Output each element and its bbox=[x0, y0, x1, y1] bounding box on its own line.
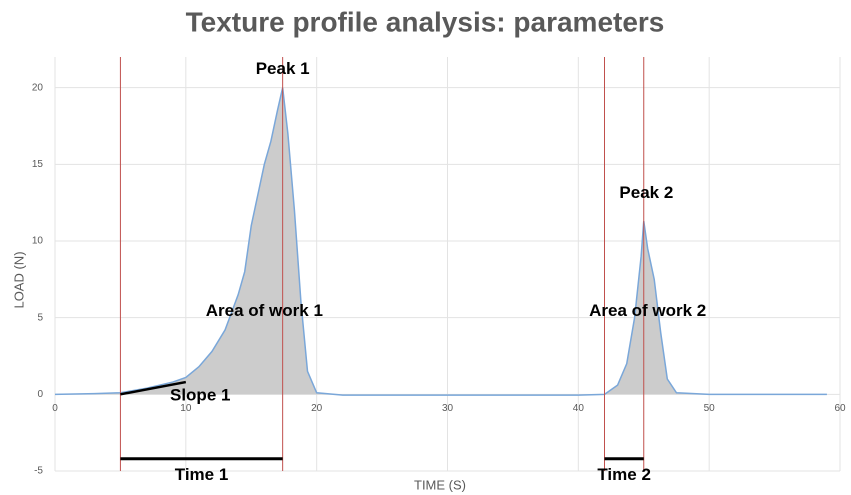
y-tick-label: -5 bbox=[34, 466, 43, 477]
y-tick-label: 20 bbox=[32, 82, 44, 93]
annotation: Area of work 1 bbox=[206, 301, 323, 320]
annotation: Peak 2 bbox=[619, 183, 673, 202]
x-tick-label: 0 bbox=[52, 403, 58, 414]
time-label: Time 1 bbox=[175, 465, 229, 484]
line bbox=[54, 87, 827, 396]
y-tick-label: 5 bbox=[37, 312, 43, 323]
annotation: Peak 1 bbox=[256, 59, 310, 78]
y-tick-label: 10 bbox=[32, 236, 44, 247]
annotation: Area of work 2 bbox=[589, 301, 706, 320]
slope-line bbox=[120, 380, 187, 396]
time-label: Time 2 bbox=[597, 465, 651, 484]
x-axis-label: TIME (S) bbox=[414, 477, 466, 492]
x-tick-label: 10 bbox=[180, 403, 192, 414]
x-tick-label: 30 bbox=[442, 403, 454, 414]
area bbox=[55, 87, 827, 396]
x-tick-label: 40 bbox=[573, 403, 585, 414]
y-axis-label: LOAD (N) bbox=[11, 251, 26, 308]
y-tick-label: 0 bbox=[37, 389, 43, 400]
slope-label: Slope 1 bbox=[170, 385, 230, 404]
x-tick-label: 20 bbox=[311, 403, 323, 414]
x-tick-label: 60 bbox=[834, 403, 846, 414]
chart-title: Texture profile analysis: parameters bbox=[186, 6, 665, 37]
x-tick-label: 50 bbox=[704, 403, 716, 414]
y-tick-label: 15 bbox=[32, 159, 44, 170]
